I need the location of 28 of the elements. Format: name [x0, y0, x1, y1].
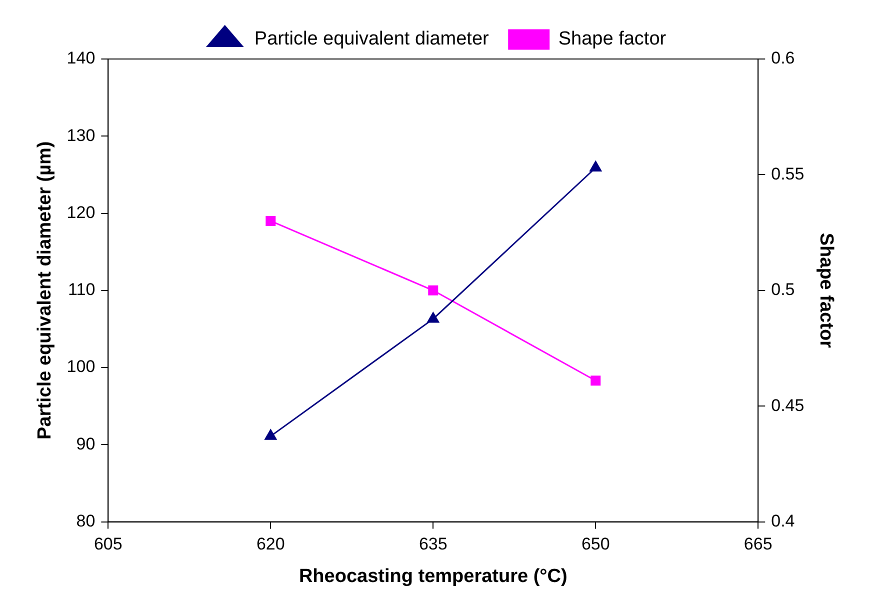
x-tick-label: 620 — [256, 534, 285, 554]
y2-tick-label: 0.4 — [771, 511, 795, 530]
legend-label: Shape factor — [558, 28, 667, 50]
y-tick-label: 80 — [76, 511, 96, 530]
point — [264, 429, 277, 440]
y-axis-title: Particle equivalent diameter (µm) — [34, 141, 56, 440]
y2-tick-label: 0.6 — [771, 48, 795, 68]
y-tick-label: 100 — [66, 357, 96, 376]
y-tick-label: 140 — [66, 48, 96, 68]
y-tick-label: 130 — [66, 126, 96, 145]
point — [590, 376, 601, 386]
y-tick-label: 110 — [68, 280, 96, 300]
y2-tick-label: 0.45 — [771, 396, 804, 415]
x-tick-label: 665 — [744, 534, 772, 554]
x-tick-label: 635 — [418, 534, 448, 554]
x-tick-label: 650 — [581, 534, 610, 554]
x-axis-title: Rheocasting temperature (°C) — [298, 566, 568, 587]
legend-label: Particle equivalent diameter — [254, 28, 490, 50]
y2-tick-label: 0.5 — [771, 280, 795, 300]
point — [266, 216, 276, 226]
y2-axis-title: Shape factor — [815, 232, 836, 349]
x-tick-label: 605 — [94, 534, 122, 554]
y2-tick-label: 0.55 — [771, 164, 804, 184]
point — [427, 312, 440, 323]
y-tick-label: 120 — [66, 202, 96, 222]
point — [590, 161, 602, 172]
y-tick-label: 90 — [76, 434, 96, 454]
point — [428, 285, 438, 296]
